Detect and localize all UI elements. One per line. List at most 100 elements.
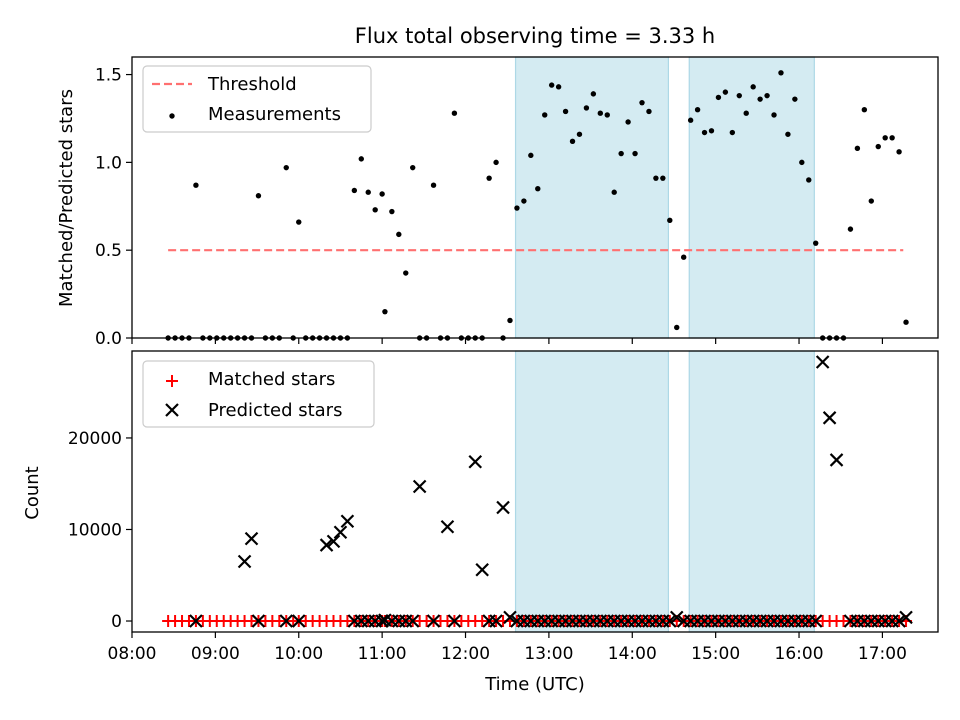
x-axis-label: Time (UTC): [484, 674, 585, 695]
measurement-point: [555, 84, 562, 90]
predicted-star-point: [291, 614, 306, 628]
measurement-point: [639, 99, 645, 106]
measurement-point: [653, 175, 659, 181]
measurement-point: [701, 129, 708, 136]
measurement-point: [493, 159, 499, 166]
measurement-point: [255, 193, 262, 199]
measurement-point: [486, 175, 492, 181]
measurement-point: [583, 105, 590, 111]
predicted-star-point: [326, 534, 341, 549]
y-tick-label: 0: [111, 612, 122, 632]
measurement-point: [868, 198, 874, 204]
measurement-point: [694, 106, 701, 113]
predicted-star-point: [829, 453, 844, 467]
predicted-star-point: [815, 355, 830, 369]
x-tick-label: 13:00: [524, 644, 573, 664]
measurement-point: [722, 89, 729, 95]
bottom-panel: 08:00 09:00 10:00 11:00 12:00 13:00 14:00 15:00…: [22, 350, 939, 664]
measurement-point: [283, 164, 289, 171]
predicted-star-point: [808, 614, 823, 628]
shaded-interval: [688, 350, 815, 633]
predicted-star-point: [440, 519, 455, 534]
legend-predicted-swatch: [165, 403, 179, 417]
top-y-axis-label: Matched/Predicted stars: [56, 89, 77, 307]
measurement-point: [604, 112, 610, 118]
measurement-point: [813, 240, 819, 246]
x-tick-label: 12:00: [441, 644, 490, 664]
predicted-star-point: [892, 614, 906, 628]
predicted-star-point: [822, 411, 837, 425]
measurement-point: [590, 91, 597, 97]
measurement-point: [729, 129, 736, 136]
predicted-star-point: [663, 614, 677, 628]
x-tick-label: 08:00: [108, 644, 157, 664]
measurement-point: [736, 92, 742, 99]
measurement-point: [875, 143, 881, 150]
measurement-point: [903, 319, 909, 325]
measurement-point: [861, 106, 868, 113]
measurement-point: [896, 149, 902, 155]
measurement-point: [854, 145, 861, 152]
predicted-star-point: [319, 538, 334, 552]
measurement-point: [778, 70, 784, 76]
shaded-interval: [688, 56, 815, 339]
measurement-point: [680, 254, 687, 260]
measurement-point: [799, 159, 805, 166]
predicted-star-point: [426, 614, 441, 628]
y-tick-label: 1.0: [95, 153, 122, 173]
top-x-ticks: [131, 338, 884, 344]
measurement-point: [562, 108, 569, 115]
measurement-point: [521, 198, 527, 204]
predicted-star-point: [447, 614, 462, 628]
measurement-point: [646, 108, 652, 115]
measurement-point: [351, 187, 358, 194]
top-legend: Threshold Measurements: [142, 65, 372, 133]
measurement-point: [687, 117, 694, 123]
measurement-point: [365, 189, 371, 195]
legend-predicted-label: Predicted stars: [208, 400, 342, 421]
x-tick-label: 10:00: [274, 644, 323, 664]
measurement-point: [410, 164, 416, 171]
measurement-point: [296, 219, 302, 225]
predicted-star-point: [489, 614, 503, 628]
x-tick-label: 15:00: [691, 644, 740, 664]
measurement-point: [889, 135, 895, 141]
measurement-point: [708, 128, 715, 134]
measurement-point: [358, 156, 364, 162]
predicted-star-point: [189, 614, 203, 628]
measurement-point: [542, 112, 548, 118]
top-y-ticks: 0.0 0.5 1.0 1.5: [95, 66, 132, 349]
predicted-star-point: [899, 610, 913, 625]
measurement-point: [569, 138, 576, 144]
measurement-point: [535, 186, 541, 192]
predicted-star-point: [375, 614, 389, 628]
measurement-point: [792, 96, 798, 102]
measurement-point: [632, 150, 638, 157]
measurement-point: [618, 150, 624, 157]
y-tick-label: 10000: [68, 520, 122, 540]
top-shaded-intervals: [514, 56, 815, 339]
y-tick-label: 1.5: [95, 66, 122, 86]
measurement-point: [660, 175, 666, 181]
shaded-interval: [514, 350, 670, 633]
bottom-marks: [162, 355, 913, 628]
predicted-star-point: [405, 614, 420, 628]
predicted-star-point: [669, 610, 684, 625]
measurement-point: [715, 94, 722, 101]
bottom-plot-frame: [131, 350, 939, 633]
measurement-point: [396, 231, 402, 238]
measurement-point: [771, 112, 777, 118]
predicted-star-point: [468, 454, 483, 469]
legend-matched-swatch: [166, 375, 178, 387]
predicted-star-point: [333, 525, 348, 540]
legend-threshold-label: Threshold: [207, 74, 297, 95]
chart-title: Flux total observing time = 3.33 h: [355, 24, 715, 48]
measurement-point: [507, 317, 513, 324]
predicted-star-point: [279, 614, 294, 628]
predicted-star-point: [237, 554, 252, 569]
measurement-point: [430, 182, 437, 188]
x-tick-label: 11:00: [358, 644, 407, 664]
top-legend-box: [142, 65, 372, 133]
x-tick-label: 14:00: [608, 644, 657, 664]
